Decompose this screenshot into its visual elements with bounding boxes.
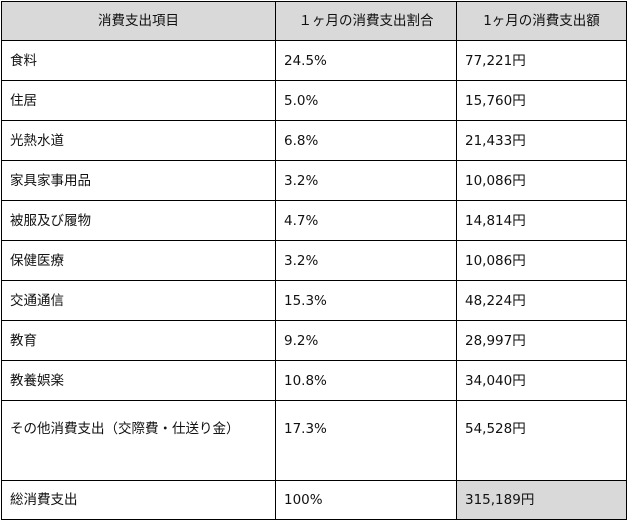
total-ratio: 100% [275, 480, 457, 520]
row-amount: 15,760円 [456, 80, 627, 121]
row-item: 住居 [1, 80, 276, 121]
row-item: その他消費支出（交際費・仕送り金） [1, 400, 276, 481]
table-row: 保健医療 3.2% 10,086円 [1, 240, 627, 281]
row-amount: 10,086円 [456, 160, 627, 201]
row-ratio: 3.2% [275, 240, 457, 281]
table-row: 家具家事用品 3.2% 10,086円 [1, 160, 627, 201]
header-ratio: １ヶ月の消費支出割合 [275, 1, 457, 41]
table-row: 住居 5.0% 15,760円 [1, 80, 627, 121]
row-ratio: 15.3% [275, 280, 457, 321]
table-row: 教養娯楽 10.8% 34,040円 [1, 360, 627, 401]
total-row: 総消費支出 100% 315,189円 [1, 480, 627, 520]
row-item: 教育 [1, 320, 276, 361]
row-ratio: 3.2% [275, 160, 457, 201]
header-amount: 1ヶ月の消費支出額 [456, 1, 627, 41]
row-amount: 34,040円 [456, 360, 627, 401]
row-amount: 10,086円 [456, 240, 627, 281]
table-row: 被服及び履物 4.7% 14,814円 [1, 200, 627, 241]
row-ratio: 24.5% [275, 40, 457, 81]
row-item: 食料 [1, 40, 276, 81]
table-row: 光熱水道 6.8% 21,433円 [1, 120, 627, 161]
row-item: 保健医療 [1, 240, 276, 281]
row-item: 家具家事用品 [1, 160, 276, 201]
row-amount: 54,528円 [456, 400, 627, 481]
total-amount: 315,189円 [456, 480, 627, 520]
row-ratio: 5.0% [275, 80, 457, 121]
row-amount: 14,814円 [456, 200, 627, 241]
row-ratio-text: 17.3% [284, 421, 327, 437]
row-amount-text: 54,528円 [465, 421, 526, 437]
table-row: その他消費支出（交際費・仕送り金） 17.3% 54,528円 [1, 400, 627, 481]
row-item-text: その他消費支出（交際費・仕送り金） [10, 421, 240, 437]
row-item: 交通通信 [1, 280, 276, 321]
row-ratio: 9.2% [275, 320, 457, 361]
header-item: 消費支出項目 [1, 1, 276, 41]
row-ratio: 6.8% [275, 120, 457, 161]
row-amount: 21,433円 [456, 120, 627, 161]
table-row: 交通通信 15.3% 48,224円 [1, 280, 627, 321]
row-item: 光熱水道 [1, 120, 276, 161]
row-amount: 28,997円 [456, 320, 627, 361]
row-ratio: 17.3% [275, 400, 457, 481]
table-row: 食料 24.5% 77,221円 [1, 40, 627, 81]
row-ratio: 4.7% [275, 200, 457, 241]
table-row: 教育 9.2% 28,997円 [1, 320, 627, 361]
row-item: 教養娯楽 [1, 360, 276, 401]
row-amount: 77,221円 [456, 40, 627, 81]
total-item: 総消費支出 [1, 480, 276, 520]
table-header-row: 消費支出項目 １ヶ月の消費支出割合 1ヶ月の消費支出額 [1, 1, 627, 41]
row-amount: 48,224円 [456, 280, 627, 321]
row-ratio: 10.8% [275, 360, 457, 401]
row-item: 被服及び履物 [1, 200, 276, 241]
